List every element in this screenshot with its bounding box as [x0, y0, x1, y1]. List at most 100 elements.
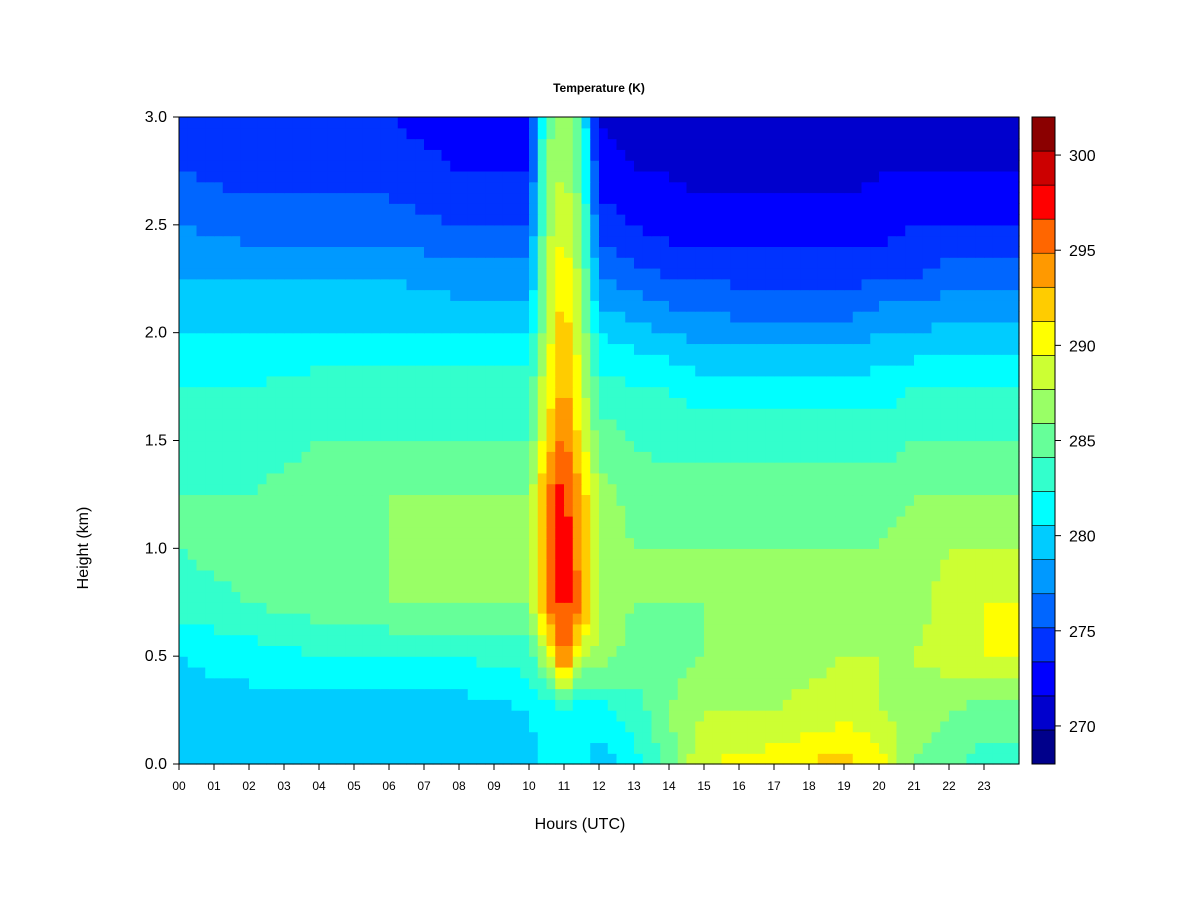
heatmap-cell	[966, 203, 976, 215]
heatmap-cell	[940, 623, 950, 636]
heatmap-cell	[292, 559, 303, 571]
heatmap-cell	[984, 343, 994, 355]
heatmap-cell	[651, 656, 661, 668]
heatmap-cell	[572, 429, 583, 442]
heatmap-cell	[800, 418, 810, 431]
heatmap-cell	[791, 386, 801, 398]
heatmap-cell	[345, 548, 355, 560]
heatmap-cell	[739, 526, 749, 539]
heatmap-cell	[467, 224, 478, 237]
heatmap-cell	[380, 440, 390, 452]
heatmap-cell	[222, 418, 233, 431]
heatmap-cell	[975, 332, 985, 345]
heatmap-cell	[931, 548, 941, 560]
heatmap-cell	[949, 602, 959, 614]
heatmap-cell	[590, 537, 600, 549]
heatmap-cell	[940, 494, 950, 506]
heatmap-cell	[546, 720, 556, 733]
heatmap-cell	[214, 472, 224, 485]
heatmap-cell	[642, 710, 653, 722]
heatmap-cell	[555, 656, 565, 668]
heatmap-cell	[432, 559, 443, 571]
heatmap-cell	[931, 710, 941, 722]
heatmap-cell	[240, 214, 250, 226]
heatmap-cell	[205, 634, 215, 646]
heatmap-cell	[187, 311, 198, 323]
heatmap-cell	[257, 235, 268, 247]
heatmap-cell	[581, 224, 591, 237]
heatmap-cell	[922, 537, 933, 549]
heatmap-cell	[739, 472, 749, 485]
heatmap-cell	[739, 235, 749, 247]
heatmap-cell	[319, 440, 329, 452]
heatmap-cell	[249, 559, 259, 571]
heatmap-cell	[371, 257, 381, 269]
heatmap-cell	[852, 623, 863, 636]
heatmap-cell	[739, 300, 749, 312]
heatmap-cell	[922, 677, 933, 690]
heatmap-cell	[179, 537, 189, 549]
heatmap-cell	[940, 591, 950, 603]
heatmap-cell	[782, 300, 793, 312]
heatmap-cell	[397, 515, 408, 528]
heatmap-cell	[319, 559, 329, 571]
heatmap-cell	[222, 451, 233, 463]
heatmap-cell	[782, 515, 793, 528]
heatmap-cell	[397, 354, 408, 366]
heatmap-cell	[835, 386, 845, 398]
heatmap-cell	[704, 559, 714, 571]
heatmap-cell	[424, 408, 434, 420]
heatmap-cell	[887, 720, 898, 733]
heatmap-cell	[502, 526, 513, 539]
heatmap-cell	[467, 559, 478, 571]
heatmap-cell	[940, 666, 950, 679]
heatmap-cell	[747, 375, 758, 388]
heatmap-cell	[441, 677, 451, 690]
heatmap-cell	[712, 720, 723, 733]
heatmap-cell	[572, 451, 583, 463]
heatmap-cell	[336, 731, 346, 744]
heatmap-cell	[765, 386, 775, 398]
heatmap-cell	[721, 408, 731, 420]
heatmap-cell	[590, 515, 600, 528]
heatmap-cell	[546, 354, 556, 366]
heatmap-cell	[835, 267, 845, 280]
heatmap-cell	[695, 710, 705, 722]
heatmap-cell	[476, 613, 486, 625]
heatmap-cell	[870, 645, 880, 657]
heatmap-cell	[179, 332, 189, 345]
heatmap-cell	[992, 246, 1003, 258]
heatmap-cell	[179, 731, 189, 744]
heatmap-cell	[844, 613, 854, 625]
heatmap-cell	[800, 505, 810, 517]
heatmap-cell	[397, 699, 408, 711]
heatmap-cell	[301, 386, 311, 398]
heatmap-cell	[345, 710, 355, 722]
heatmap-cell	[730, 580, 740, 593]
heatmap-cell	[922, 354, 933, 366]
heatmap-cell	[949, 343, 959, 355]
heatmap-cell	[914, 440, 924, 452]
heatmap-cell	[345, 742, 355, 754]
heatmap-cell	[957, 418, 968, 431]
heatmap-cell	[371, 559, 381, 571]
heatmap-cell	[389, 429, 399, 442]
heatmap-cell	[966, 537, 976, 549]
heatmap-cell	[415, 321, 425, 334]
heatmap-cell	[275, 559, 285, 571]
heatmap-cell	[555, 311, 565, 323]
heatmap-cell	[826, 397, 836, 409]
heatmap-cell	[362, 257, 373, 269]
heatmap-cell	[485, 548, 495, 560]
heatmap-cell	[800, 710, 810, 722]
heatmap-cell	[887, 569, 898, 582]
heatmap-cell	[931, 688, 941, 700]
heatmap-cell	[712, 472, 723, 485]
heatmap-cell	[590, 569, 600, 582]
heatmap-cell	[879, 332, 889, 345]
heatmap-cell	[765, 483, 775, 496]
heatmap-cell	[537, 753, 548, 765]
heatmap-cell	[441, 494, 451, 506]
heatmap-cell	[476, 321, 486, 334]
heatmap-cell	[870, 688, 880, 700]
